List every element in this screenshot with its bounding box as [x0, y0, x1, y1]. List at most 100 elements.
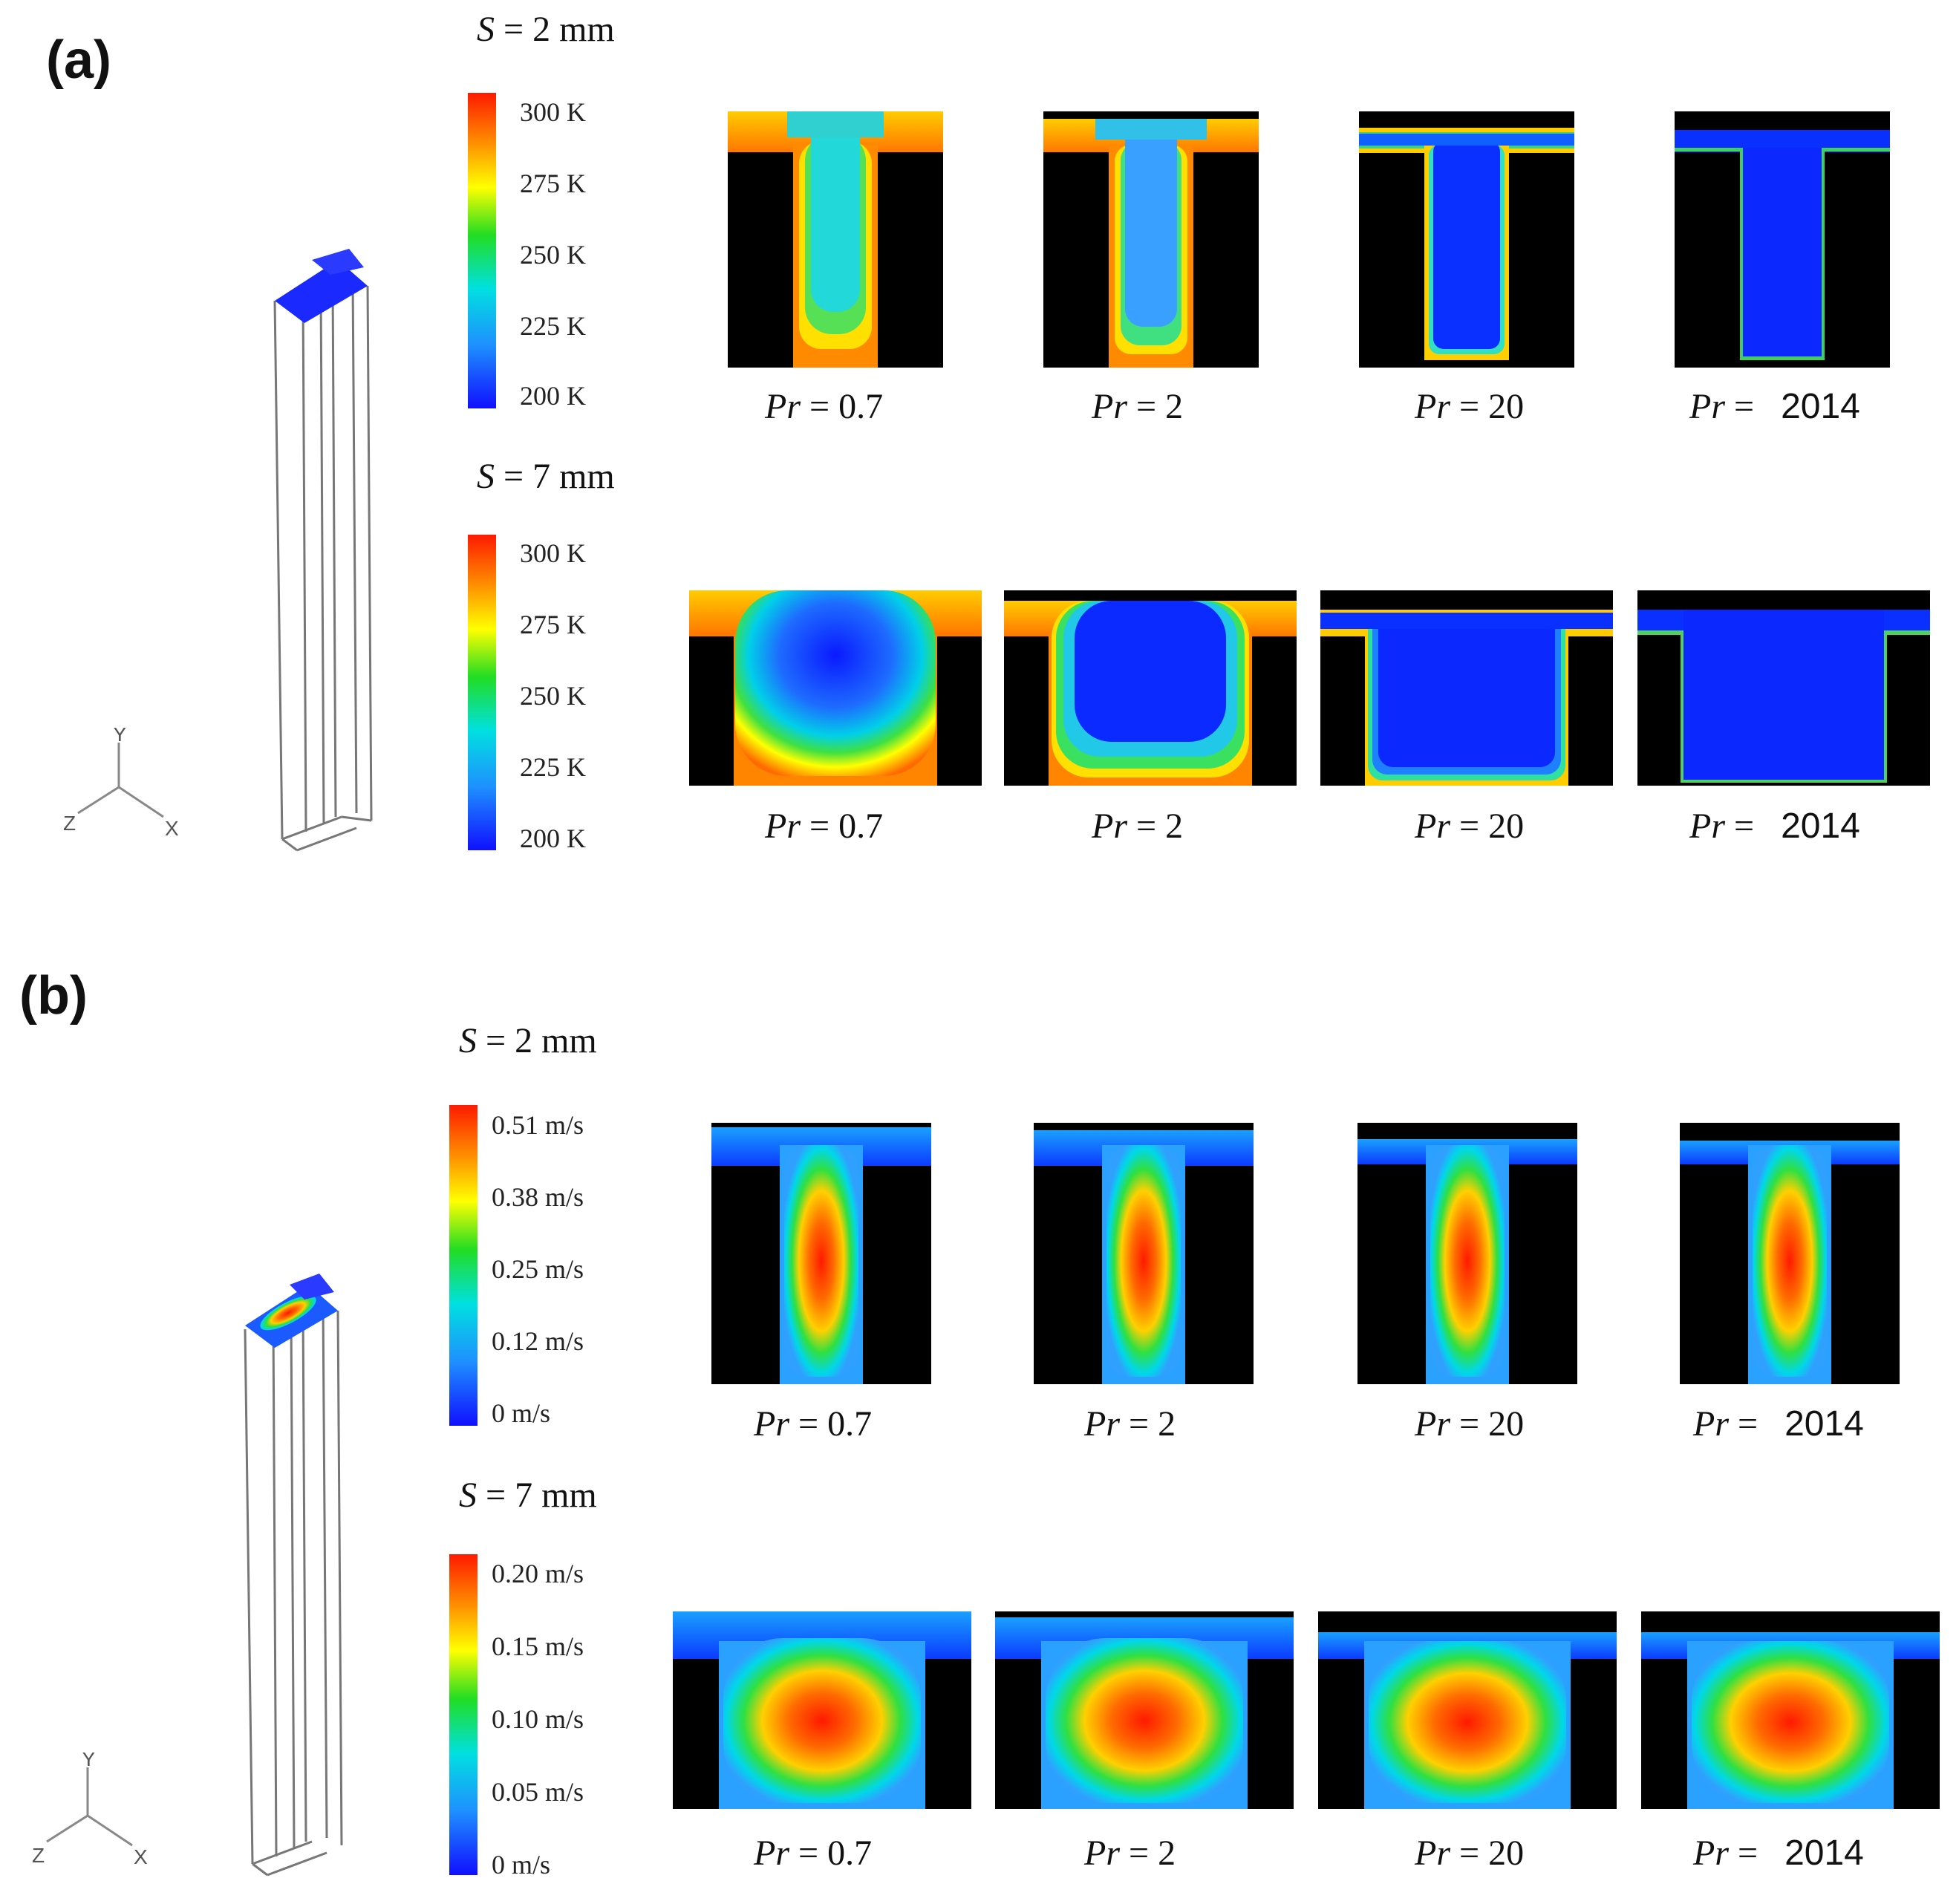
- caption-b1-1: Pr = 0.7: [754, 1403, 872, 1444]
- pr-symbol: Pr: [765, 387, 801, 426]
- colorbar-a1: [468, 93, 496, 408]
- contour-b1-pr2014: [1680, 1123, 1900, 1384]
- caption-b1-2: Pr = 2: [1084, 1403, 1176, 1444]
- pr-symbol: Pr: [1415, 1404, 1450, 1444]
- contour-a1-pr2: [1043, 111, 1259, 368]
- cbar-tick: 225 K: [520, 311, 586, 341]
- pr-value: = 20: [1459, 1404, 1525, 1444]
- colorbar-b1: [449, 1105, 477, 1426]
- caption-b2-1: Pr = 0.7: [754, 1833, 872, 1874]
- contour-b2-pr2: [995, 1611, 1294, 1809]
- s-label-b1: S = 2 mm: [459, 1020, 597, 1061]
- axis-triad-a: Y Z X: [63, 728, 179, 840]
- axis-triad-b: Y Z X: [32, 1753, 148, 1868]
- cbar-tick: 0.38 m/s: [492, 1182, 584, 1212]
- cbar-tick: 300 K: [520, 97, 586, 127]
- pr-symbol: Pr: [1092, 806, 1127, 846]
- pr-symbol: Pr: [1693, 1404, 1729, 1444]
- caption-a2-3: Pr = 20: [1415, 806, 1524, 847]
- s-value: = 2 mm: [503, 10, 615, 49]
- geometry-sketch-b: [244, 1274, 343, 1877]
- contour-a1-pr20: [1359, 111, 1574, 368]
- pr-value: = 0.7: [798, 1833, 873, 1873]
- pr-value: = 0.7: [809, 387, 884, 426]
- contour-a1-pr2014: [1675, 111, 1890, 368]
- axis-y-label-a: Y: [113, 728, 127, 746]
- contour-a1-pr0.7: [728, 111, 943, 368]
- axis-z-label-b: Z: [32, 1844, 45, 1867]
- pr-number: 2014: [1784, 1404, 1864, 1444]
- pr-value: =: [1738, 1404, 1758, 1444]
- cbar-tick: 200 K: [520, 381, 586, 411]
- caption-b1-3: Pr = 20: [1415, 1403, 1524, 1444]
- pr-symbol: Pr: [1084, 1404, 1120, 1444]
- s-label-a2: S = 7 mm: [477, 456, 615, 497]
- pr-value: =: [1734, 806, 1755, 846]
- pr-symbol: Pr: [1092, 387, 1127, 426]
- axis-x-label-a: X: [165, 817, 179, 840]
- pr-value: =: [1734, 387, 1755, 426]
- s-symbol: S: [477, 10, 495, 49]
- s-label-a1: S = 2 mm: [477, 9, 615, 50]
- pr-value: = 2: [1136, 387, 1184, 426]
- s-symbol: S: [477, 457, 495, 496]
- pr-symbol: Pr: [1415, 1833, 1450, 1873]
- cbar-tick: 275 K: [520, 169, 586, 198]
- contour-a2-pr2014: [1637, 590, 1930, 786]
- pr-number: 2014: [1781, 387, 1860, 426]
- pr-value: = 20: [1459, 387, 1525, 426]
- cbar-tick: 250 K: [520, 681, 586, 711]
- pr-symbol: Pr: [1084, 1833, 1120, 1873]
- caption-b1-4: Pr = 2014: [1693, 1403, 1864, 1444]
- caption-a1-2: Pr = 2: [1092, 386, 1183, 427]
- pr-number: 2014: [1784, 1833, 1864, 1873]
- caption-b2-2: Pr = 2: [1084, 1833, 1176, 1874]
- pr-value: = 2: [1129, 1404, 1176, 1444]
- caption-a2-4: Pr = 2014: [1689, 806, 1860, 847]
- s-value: = 2 mm: [486, 1021, 597, 1060]
- contour-a2-pr0.7: [689, 590, 982, 786]
- cbar-tick: 0 m/s: [492, 1850, 551, 1879]
- geometry-sketch-a: [273, 249, 373, 852]
- cbar-tick: 0 m/s: [492, 1398, 551, 1428]
- colorbar-a2: [468, 535, 496, 850]
- contour-b2-pr20: [1318, 1611, 1617, 1809]
- panel-label-b: (b): [19, 966, 88, 1026]
- axis-y-label-b: Y: [82, 1753, 96, 1770]
- s-value: = 7 mm: [486, 1476, 597, 1515]
- cbar-tick: 0.05 m/s: [492, 1777, 584, 1807]
- caption-a2-1: Pr = 0.7: [765, 806, 883, 847]
- axis-z-label-a: Z: [63, 812, 76, 835]
- contour-a2-pr2: [1004, 590, 1297, 786]
- caption-a2-2: Pr = 2: [1092, 806, 1183, 847]
- pr-value: = 20: [1459, 1833, 1525, 1873]
- cbar-tick: 275 K: [520, 610, 586, 639]
- cbar-tick: 0.10 m/s: [492, 1704, 584, 1734]
- pr-symbol: Pr: [1415, 387, 1450, 426]
- contour-b1-pr20: [1357, 1123, 1577, 1384]
- pr-symbol: Pr: [754, 1404, 789, 1444]
- cbar-tick: 250 K: [520, 240, 586, 270]
- cbar-tick: 0.15 m/s: [492, 1631, 584, 1661]
- s-symbol: S: [459, 1021, 477, 1060]
- pr-symbol: Pr: [765, 806, 801, 846]
- contour-b2-pr0.7: [673, 1611, 971, 1809]
- caption-a1-4: Pr = 2014: [1689, 386, 1860, 427]
- axis-x-label-b: X: [134, 1845, 148, 1868]
- cbar-tick: 0.51 m/s: [492, 1110, 584, 1140]
- cbar-tick: 200 K: [520, 824, 586, 853]
- cbar-tick: 0.12 m/s: [492, 1326, 584, 1356]
- pr-value: = 20: [1459, 806, 1525, 846]
- pr-symbol: Pr: [754, 1833, 789, 1873]
- pr-value: = 0.7: [809, 806, 884, 846]
- cbar-tick: 0.25 m/s: [492, 1254, 584, 1284]
- pr-value: =: [1738, 1833, 1758, 1873]
- contour-a2-pr20: [1320, 590, 1613, 786]
- s-symbol: S: [459, 1476, 477, 1515]
- pr-symbol: Pr: [1689, 806, 1725, 846]
- caption-b2-4: Pr = 2014: [1693, 1833, 1864, 1874]
- pr-value: = 0.7: [798, 1404, 873, 1444]
- s-label-b2: S = 7 mm: [459, 1475, 597, 1516]
- caption-b2-3: Pr = 20: [1415, 1833, 1524, 1874]
- panel-label-a: (a): [46, 30, 111, 90]
